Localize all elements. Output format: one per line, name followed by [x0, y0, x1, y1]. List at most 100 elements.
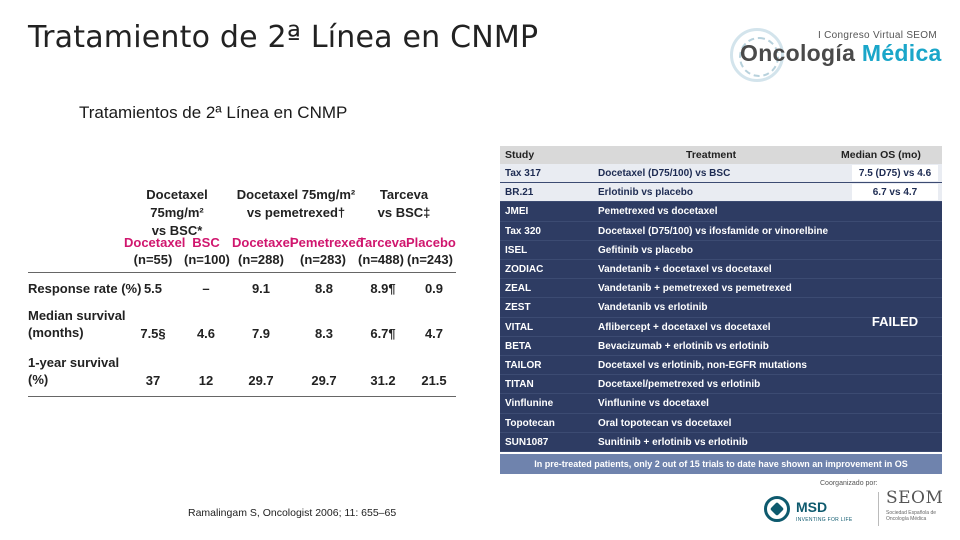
table-header: Study Treatment Median OS (mo) — [500, 146, 942, 164]
group-header: Tarceva vs BSC‡ — [364, 186, 444, 222]
median-os-value: 6.7 vs 4.7 — [852, 184, 938, 201]
study-name: ZEST — [505, 302, 531, 314]
arm-header: Pemetrexed (n=283) — [290, 234, 364, 268]
row-label-line: 1-year survival — [28, 355, 120, 370]
table-row: Vinflunine Vinflunine vs docetaxel — [500, 394, 942, 414]
study-name: Tax 317 — [505, 168, 541, 179]
table-rule — [28, 272, 456, 273]
study-name: Vinflunine — [505, 398, 554, 410]
treatment-text: Vandetanib + pemetrexed vs pemetrexed — [598, 283, 792, 295]
table-cell: 21.5 — [421, 373, 447, 388]
row-label-line: (months) — [28, 325, 84, 340]
failed-label: FAILED — [871, 314, 919, 329]
group-line: Docetaxel 75mg/m² — [236, 187, 356, 202]
table-cell: 8.9¶ — [370, 281, 396, 296]
group-header: Docetaxel 75mg/m² vs pemetrexed† — [234, 186, 358, 222]
group-line: vs BSC‡ — [377, 205, 431, 220]
arm-header: Placebo (n=243) — [406, 234, 456, 268]
arm-n: (n=488) — [358, 252, 404, 267]
arm-header: Docetaxel (n=288) — [232, 234, 293, 268]
table-row: Topotecan Oral topotecan vs docetaxel — [500, 413, 942, 433]
table-cell: 4.6 — [196, 326, 216, 341]
table-cell: 8.3 — [314, 326, 334, 341]
treatment-text: Vandetanib + docetaxel vs docetaxel — [598, 264, 772, 275]
header-treatment: Treatment — [686, 149, 737, 161]
arm-name: BSC — [192, 235, 220, 250]
table-rule — [28, 396, 456, 397]
arm-n: (n=288) — [238, 252, 284, 267]
seom-logo: SEOM Sociedad Española de Oncología Médi… — [886, 488, 956, 528]
treatment-text: Vandetanib vs erlotinib — [598, 302, 708, 314]
arm-name: Placebo — [406, 235, 456, 250]
treatment-text: Vinflunine vs docetaxel — [598, 398, 709, 410]
study-name: SUN1087 — [505, 436, 549, 448]
oncologia-medica-logo: I Congreso Virtual SEOM Oncología Médica — [728, 20, 948, 86]
study-name: ZEAL — [505, 283, 532, 295]
treatment-text: Sunitinib + erlotinib vs erlotinib — [598, 436, 748, 448]
logo-name-part2: Médica — [855, 40, 942, 66]
msd-mark-icon — [764, 496, 790, 522]
row-label-line: Median survival — [28, 308, 126, 323]
table-cell: 29.7 — [311, 373, 337, 388]
median-os-value: 7.5 (D75) vs 4.6 — [852, 165, 938, 181]
table-cell: – — [202, 281, 210, 296]
group-line: vs BSC* — [151, 223, 203, 238]
msd-tagline: INVENTING FOR LIFE — [796, 517, 853, 523]
treatment-text: Docetaxel (D75/100) vs ifosfamide or vin… — [598, 225, 829, 237]
group-header: Docetaxel 75mg/m² vs BSC* — [124, 186, 230, 240]
arm-n: (n=243) — [407, 252, 453, 267]
msd-wordmark: MSD — [796, 499, 828, 515]
arm-n: (n=100) — [184, 252, 230, 267]
table-row: JMEI Pemetrexed vs docetaxel — [500, 202, 942, 222]
group-line: Docetaxel 75mg/m² — [146, 187, 208, 220]
arm-header: BSC (n=100) — [184, 234, 230, 268]
table-cell: 37 — [145, 373, 161, 388]
table-row: SUN1087 Sunitinib + erlotinib vs erlotini… — [500, 432, 942, 452]
table-cell: 9.1 — [251, 281, 271, 296]
table-cell: 29.7 — [248, 373, 274, 388]
slide-subtitle: Tratamientos de 2ª Línea en CNMP — [79, 103, 348, 122]
treatment-text: Docetaxel/pemetrexed vs erlotinib — [598, 379, 761, 391]
treatment-text: Docetaxel (D75/100) vs BSC — [598, 168, 731, 179]
table-row: TITAN Docetaxel/pemetrexed vs erlotinib — [500, 375, 942, 395]
arm-header: Tarceva (n=488) — [358, 234, 407, 268]
header-os: Median OS (mo) — [841, 149, 921, 161]
arm-name: Tarceva — [358, 235, 407, 250]
group-line: Tarceva — [379, 187, 429, 202]
treatment-text: Bevacizumab + erlotinib vs erlotinib — [598, 340, 769, 352]
row-label: 1-year survival (%) — [28, 354, 119, 388]
study-name: TITAN — [505, 379, 534, 391]
treatment-text: Aflibercept + docetaxel vs docetaxel — [598, 321, 771, 333]
logo-wordmark: Oncología Médica — [740, 40, 942, 66]
header-study: Study — [505, 149, 535, 161]
table-cell: 7.9 — [251, 326, 271, 341]
study-name: VITAL — [505, 321, 534, 333]
table-row: ZODIAC Vandetanib + docetaxel vs docetaxe… — [500, 260, 942, 280]
table-row: BR.21 Erlotinib vs placebo 6.7 vs 4.7 — [500, 183, 942, 203]
table-row: VITAL Aflibercept + docetaxel vs docetaxe… — [500, 317, 942, 337]
study-name: BETA — [505, 340, 532, 352]
table-row: ISEL Gefitinib vs placebo — [500, 240, 942, 260]
logo-name-part1: ncología — [758, 40, 856, 66]
table-cell: 6.7¶ — [370, 326, 396, 341]
treatment-text: Gefitinib vs placebo — [598, 244, 694, 256]
arm-n: (n=55) — [133, 252, 173, 267]
logo-ring-icon — [730, 28, 784, 82]
table-cell: 31.2 — [370, 373, 396, 388]
study-name: TAILOR — [505, 360, 542, 371]
sponsor-divider — [878, 492, 879, 526]
table-row: BETA Bevacizumab + erlotinib vs erlotinib — [500, 336, 942, 356]
treatment-text: Docetaxel vs erlotinib, non-EGFR mutatio… — [598, 360, 807, 371]
row-label: Response rate (%) — [28, 281, 142, 296]
table-cell: 4.7 — [424, 326, 444, 341]
row-label-line: (%) — [28, 372, 49, 387]
treatment-text: Pemetrexed vs docetaxel — [598, 206, 718, 218]
study-name: BR.21 — [505, 187, 534, 199]
arm-name: Docetaxel — [124, 235, 186, 250]
row-label: Median survival (months) — [28, 307, 126, 341]
seom-subtitle: Sociedad Española de Oncología Médica — [886, 510, 937, 522]
arm-header: Docetaxel (n=55) — [124, 234, 186, 268]
table-cell: 8.8 — [314, 281, 334, 296]
study-name: Topotecan — [505, 417, 555, 429]
second-line-trials-table: Study Treatment Median OS (mo) Tax 317 Do… — [500, 146, 942, 474]
